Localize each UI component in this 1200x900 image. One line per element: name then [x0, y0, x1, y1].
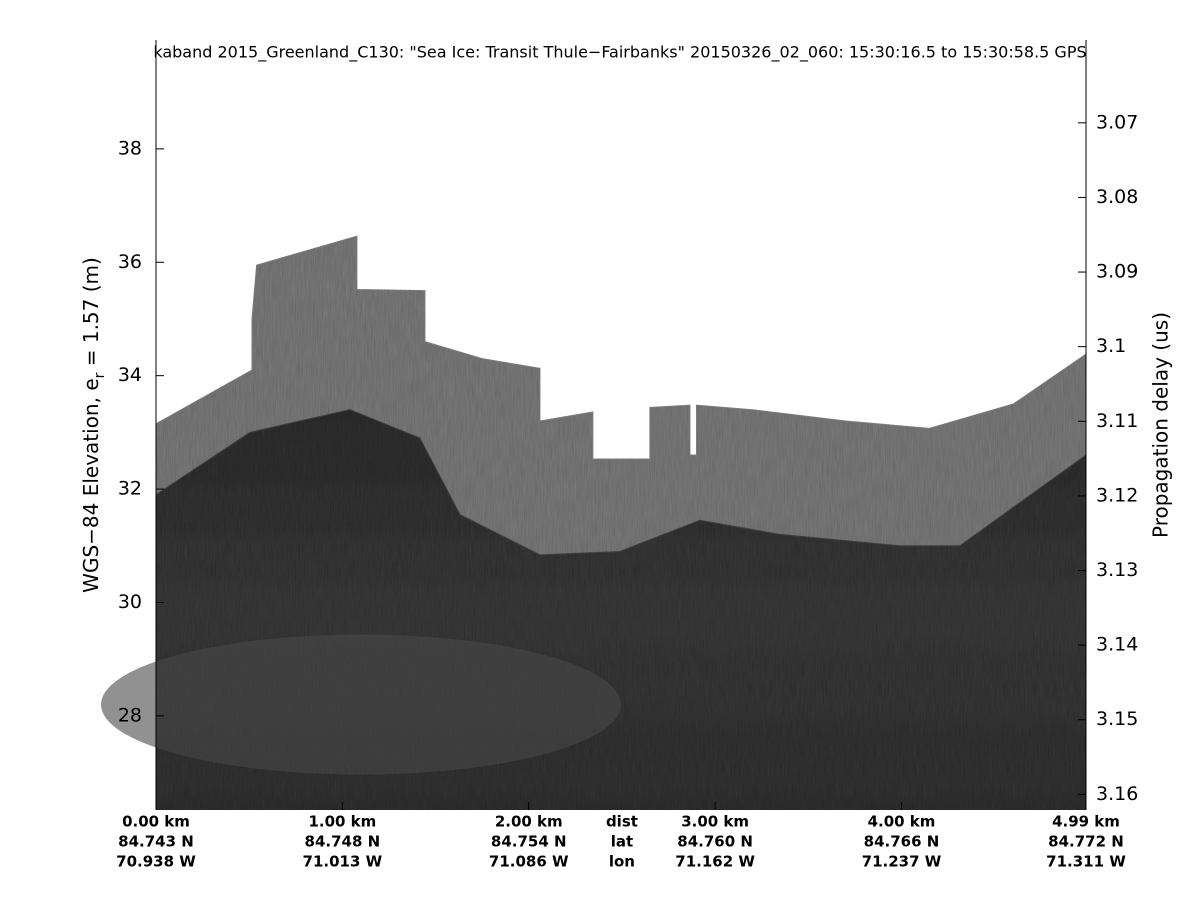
y2-tick-label: 3.16	[1096, 783, 1138, 805]
lat-label: 84.748 N	[305, 833, 381, 851]
y2-tick-label: 3.14	[1096, 634, 1138, 656]
y-tick-label: 30	[118, 591, 142, 613]
y2-tick-label: 3.12	[1096, 484, 1138, 506]
lon-label: 71.086 W	[489, 853, 569, 871]
y2-tick-label: 3.07	[1096, 111, 1138, 133]
x-tick-label: 4.99 km	[1052, 813, 1120, 831]
y-tick-label: 36	[118, 251, 142, 273]
y-tick-label: 38	[118, 137, 142, 159]
y-tick-label: 28	[118, 704, 142, 726]
row-label: lon	[609, 853, 635, 871]
echo-surface	[155, 235, 1087, 460]
lon-label: 71.013 W	[303, 853, 383, 871]
y2-tick-label: 3.15	[1096, 708, 1138, 730]
lon-label: 71.237 W	[862, 853, 942, 871]
row-label: dist	[606, 813, 638, 831]
y-axis-label: WGS−84 Elevation, er = 1.57 (m)	[79, 257, 109, 593]
y2-tick-label: 3.11	[1096, 410, 1138, 432]
echo-band	[101, 634, 622, 775]
y2-axis-label: Propagation delay (us)	[1149, 312, 1173, 538]
y2-tick-label: 3.08	[1096, 186, 1138, 208]
x-tick-label: 0.00 km	[122, 813, 190, 831]
x-tick-label: 3.00 km	[681, 813, 749, 831]
lon-label: 71.311 W	[1046, 853, 1126, 871]
x-tick-label: 2.00 km	[495, 813, 563, 831]
lon-label: 71.162 W	[675, 853, 755, 871]
y2-tick-label: 3.09	[1096, 261, 1138, 283]
echo-interface	[155, 409, 1087, 556]
x-tick-label: 1.00 km	[308, 813, 376, 831]
lon-label: 70.938 W	[116, 853, 196, 871]
row-label: lat	[611, 833, 633, 851]
lat-label: 84.760 N	[677, 833, 753, 851]
lat-label: 84.766 N	[864, 833, 940, 851]
y-tick-label: 34	[118, 364, 142, 386]
y2-tick-label: 3.13	[1096, 559, 1138, 581]
y2-tick-label: 3.1	[1096, 335, 1126, 357]
lat-label: 84.743 N	[118, 833, 194, 851]
y-tick-label: 32	[118, 478, 142, 500]
lat-label: 84.754 N	[491, 833, 567, 851]
x-tick-label: 4.00 km	[868, 813, 936, 831]
chart-title: kaband 2015_Greenland_C130: "Sea Ice: Tr…	[153, 43, 1086, 63]
lat-label: 84.772 N	[1048, 833, 1124, 851]
